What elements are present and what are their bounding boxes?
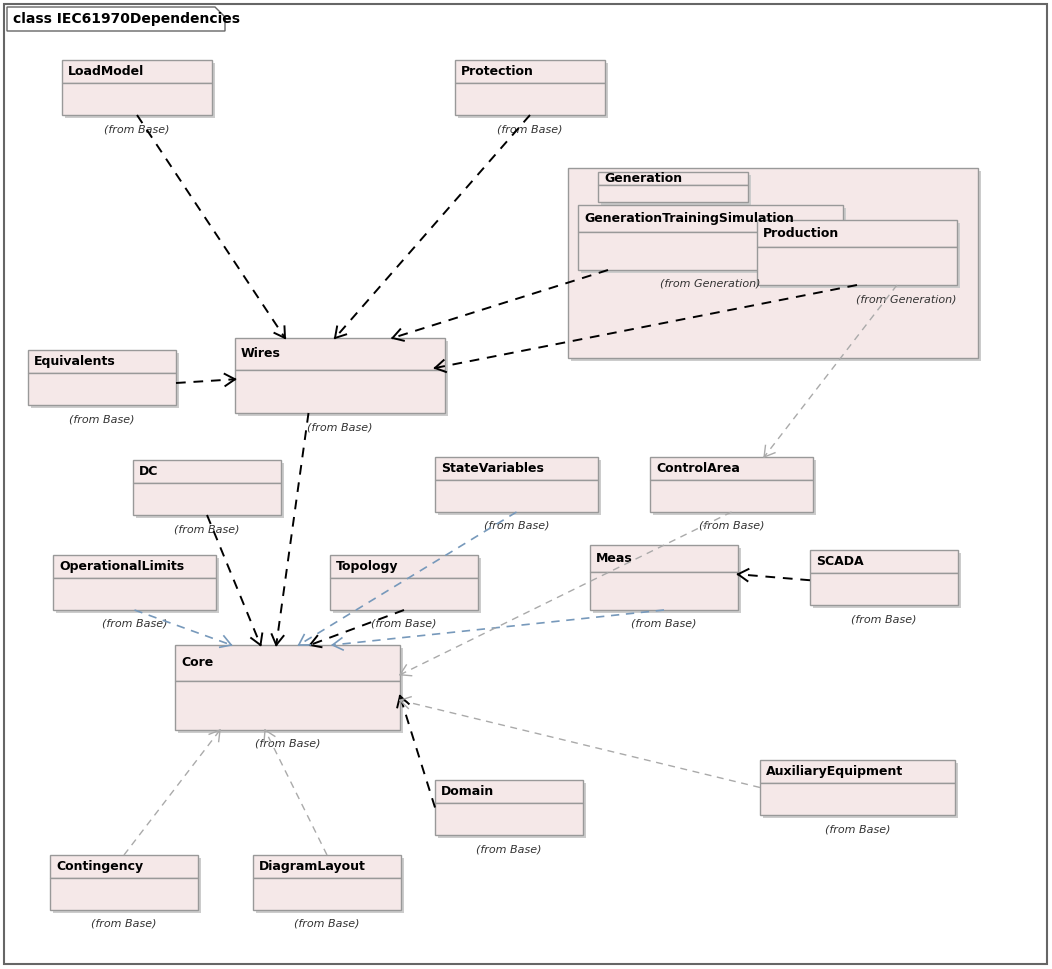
Text: Production: Production [763, 227, 839, 240]
Bar [133, 484, 281, 515]
Bar [438, 460, 601, 515]
Bar [178, 648, 403, 733]
Bar [133, 460, 281, 484]
Text: Contingency: Contingency [56, 860, 143, 873]
Bar [175, 680, 400, 730]
Bar [760, 783, 955, 815]
Bar [810, 550, 958, 573]
Text: (from Base): (from Base) [484, 521, 549, 531]
Text: Equivalents: Equivalents [34, 355, 116, 368]
Text: Meas: Meas [596, 552, 632, 565]
Bar [65, 63, 215, 118]
Bar [458, 63, 608, 118]
Bar [252, 878, 401, 910]
Bar [757, 247, 957, 285]
Bar [810, 573, 958, 605]
Text: class IEC61970Dependencies: class IEC61970Dependencies [13, 12, 240, 26]
Bar [760, 223, 960, 288]
Bar [650, 457, 813, 480]
Text: Core: Core [181, 656, 214, 670]
Bar [571, 171, 982, 361]
Text: (from Base): (from Base) [498, 124, 563, 134]
Text: ControlArea: ControlArea [656, 462, 740, 475]
Text: Topology: Topology [336, 560, 399, 573]
Bar [760, 760, 955, 783]
Bar [763, 763, 958, 818]
Bar [601, 175, 751, 205]
Bar [456, 83, 605, 115]
Bar [434, 780, 583, 803]
Text: (from Base): (from Base) [102, 619, 167, 629]
Bar [175, 645, 400, 680]
Bar [330, 578, 478, 610]
Polygon shape [7, 7, 225, 31]
Text: (from Base): (from Base) [104, 124, 169, 134]
Text: Wires: Wires [241, 347, 281, 360]
Text: (from Generation): (from Generation) [856, 294, 957, 304]
Text: DiagramLayout: DiagramLayout [259, 860, 366, 873]
Bar [456, 60, 605, 83]
Bar [136, 463, 284, 518]
Text: LoadModel: LoadModel [68, 65, 144, 78]
Bar [813, 553, 960, 608]
Bar [256, 858, 404, 913]
Bar [235, 338, 445, 369]
Text: (from Base): (from Base) [825, 824, 890, 834]
Bar [434, 457, 598, 480]
Text: (from Base): (from Base) [631, 619, 696, 629]
Text: (from Base): (from Base) [477, 844, 542, 854]
Text: Domain: Domain [441, 785, 494, 798]
Text: GenerationTrainingSimulation: GenerationTrainingSimulation [584, 212, 794, 225]
Bar [62, 60, 213, 83]
Bar [28, 373, 176, 405]
Bar [590, 545, 739, 573]
Text: (from Base): (from Base) [92, 919, 157, 929]
Text: OperationalLimits: OperationalLimits [59, 560, 184, 573]
Text: (from Base): (from Base) [307, 422, 372, 432]
Bar [650, 480, 813, 512]
Bar [757, 220, 957, 247]
Bar [598, 185, 748, 202]
Text: StateVariables: StateVariables [441, 462, 544, 475]
Bar [28, 350, 176, 373]
Bar [593, 548, 741, 613]
Bar [434, 803, 583, 835]
Bar [568, 168, 978, 358]
Bar [653, 460, 816, 515]
Text: (from Base): (from Base) [699, 521, 764, 531]
Text: (from Base): (from Base) [175, 524, 240, 534]
Bar [53, 578, 216, 610]
Bar [238, 341, 448, 416]
Text: (from Base): (from Base) [371, 619, 437, 629]
Text: DC: DC [139, 465, 159, 478]
Bar [252, 855, 401, 878]
Bar [333, 558, 481, 613]
Text: (from Generation): (from Generation) [661, 279, 761, 289]
Bar [50, 878, 198, 910]
Bar [578, 205, 843, 233]
Text: AuxiliaryEquipment: AuxiliaryEquipment [766, 766, 904, 778]
Text: Protection: Protection [461, 65, 533, 78]
Bar [31, 353, 179, 408]
Bar [598, 172, 748, 185]
Text: Generation: Generation [604, 172, 682, 185]
Bar [53, 858, 201, 913]
Text: (from Base): (from Base) [255, 739, 320, 749]
Bar [434, 480, 598, 512]
Bar [330, 555, 478, 578]
Bar [581, 208, 846, 273]
Text: (from Base): (from Base) [295, 919, 360, 929]
Bar [62, 83, 213, 115]
Text: SCADA: SCADA [816, 555, 864, 568]
Bar [578, 233, 843, 270]
Bar [56, 558, 219, 613]
Bar [53, 555, 216, 578]
Bar [590, 573, 739, 610]
Bar [235, 369, 445, 413]
Bar [438, 783, 586, 838]
Text: (from Base): (from Base) [851, 614, 916, 624]
Text: (from Base): (from Base) [69, 414, 135, 424]
Bar [50, 855, 198, 878]
